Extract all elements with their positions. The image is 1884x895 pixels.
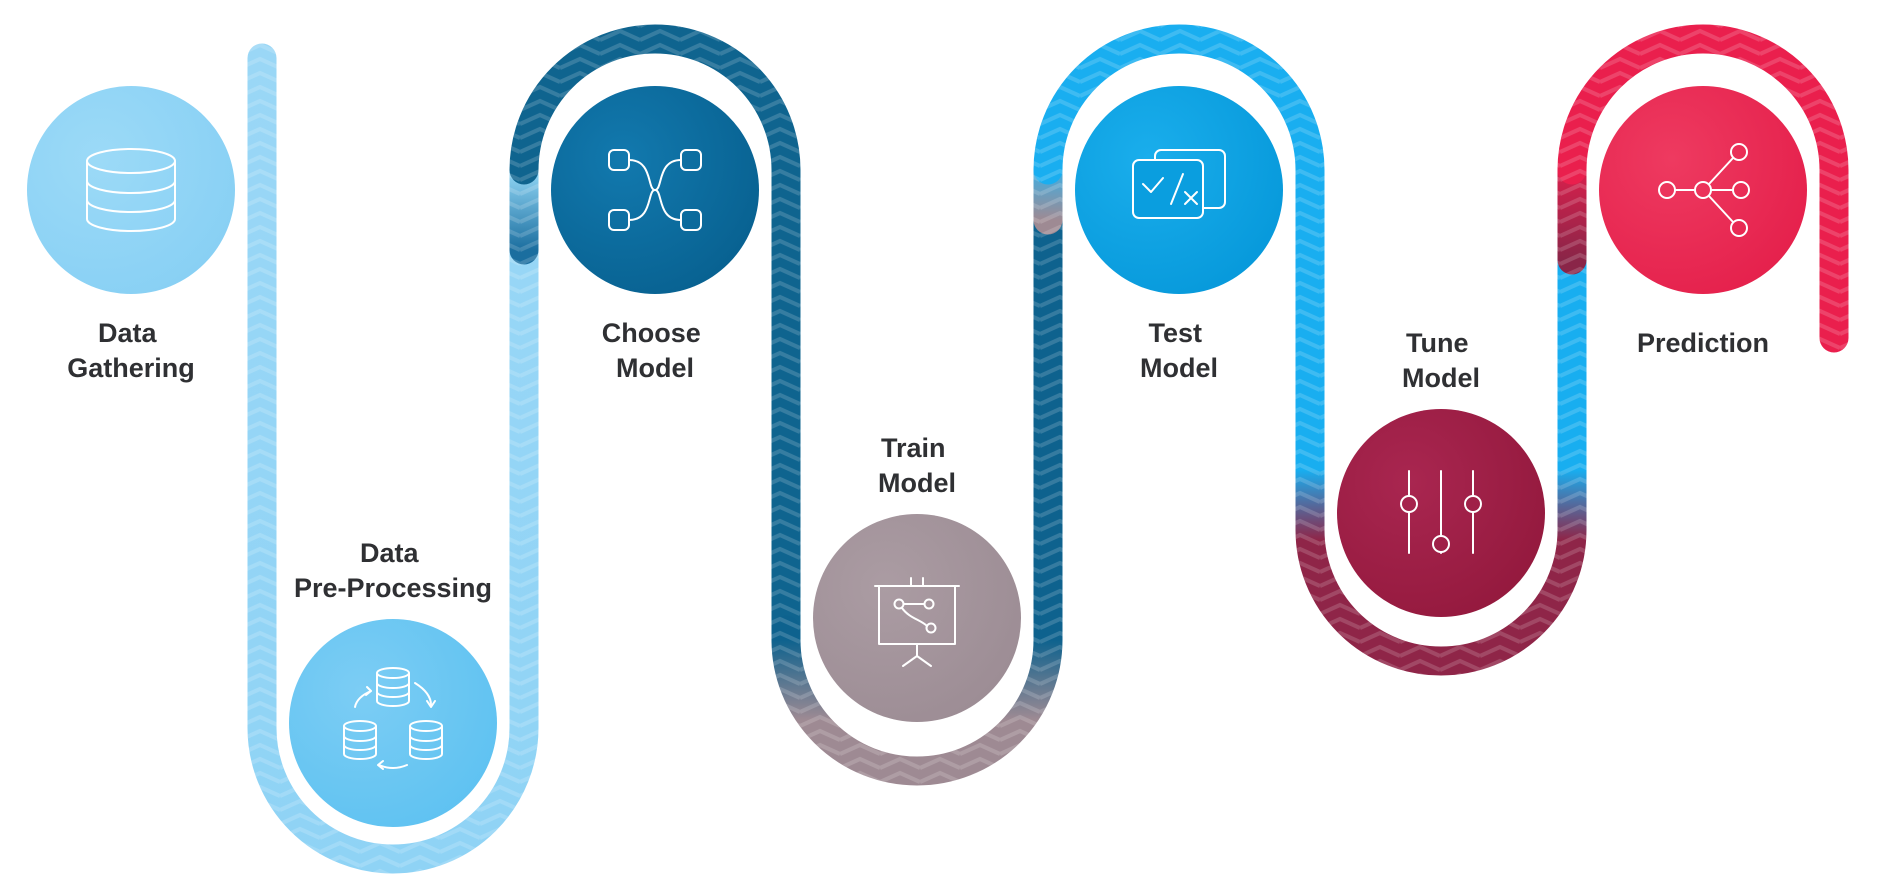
step-label-test-model: Test Model [1140,318,1218,383]
network-share-icon [1658,143,1750,237]
presentation-board-icon [874,577,960,667]
step-label-choose-model: Choose Model [602,318,709,383]
process-track [247,24,1849,874]
check-cross-cards-icon [1132,149,1226,219]
node-connections-icon [608,149,702,231]
step-label-data-gathering: Data Gathering [67,318,195,383]
database-icon [86,148,176,232]
step-label-data-pre-processing: Data Pre-Processing [294,538,492,603]
step-circle-data-pre-processing [289,619,497,827]
track-texture [247,24,1849,874]
step-circle-prediction [1599,86,1807,294]
database-cycle-icon [343,667,443,770]
step-circle-data-gathering [27,86,235,294]
step-label-prediction: Prediction [1637,328,1769,358]
step-circle-train-model [813,514,1021,722]
step-label-train-model: Train Model [878,433,956,498]
step-labels: Data Gathering Data Pre-Processing Choos… [67,318,1769,603]
sliders-icon [1400,470,1482,554]
step-label-tune-model: Tune Model [1402,328,1480,393]
